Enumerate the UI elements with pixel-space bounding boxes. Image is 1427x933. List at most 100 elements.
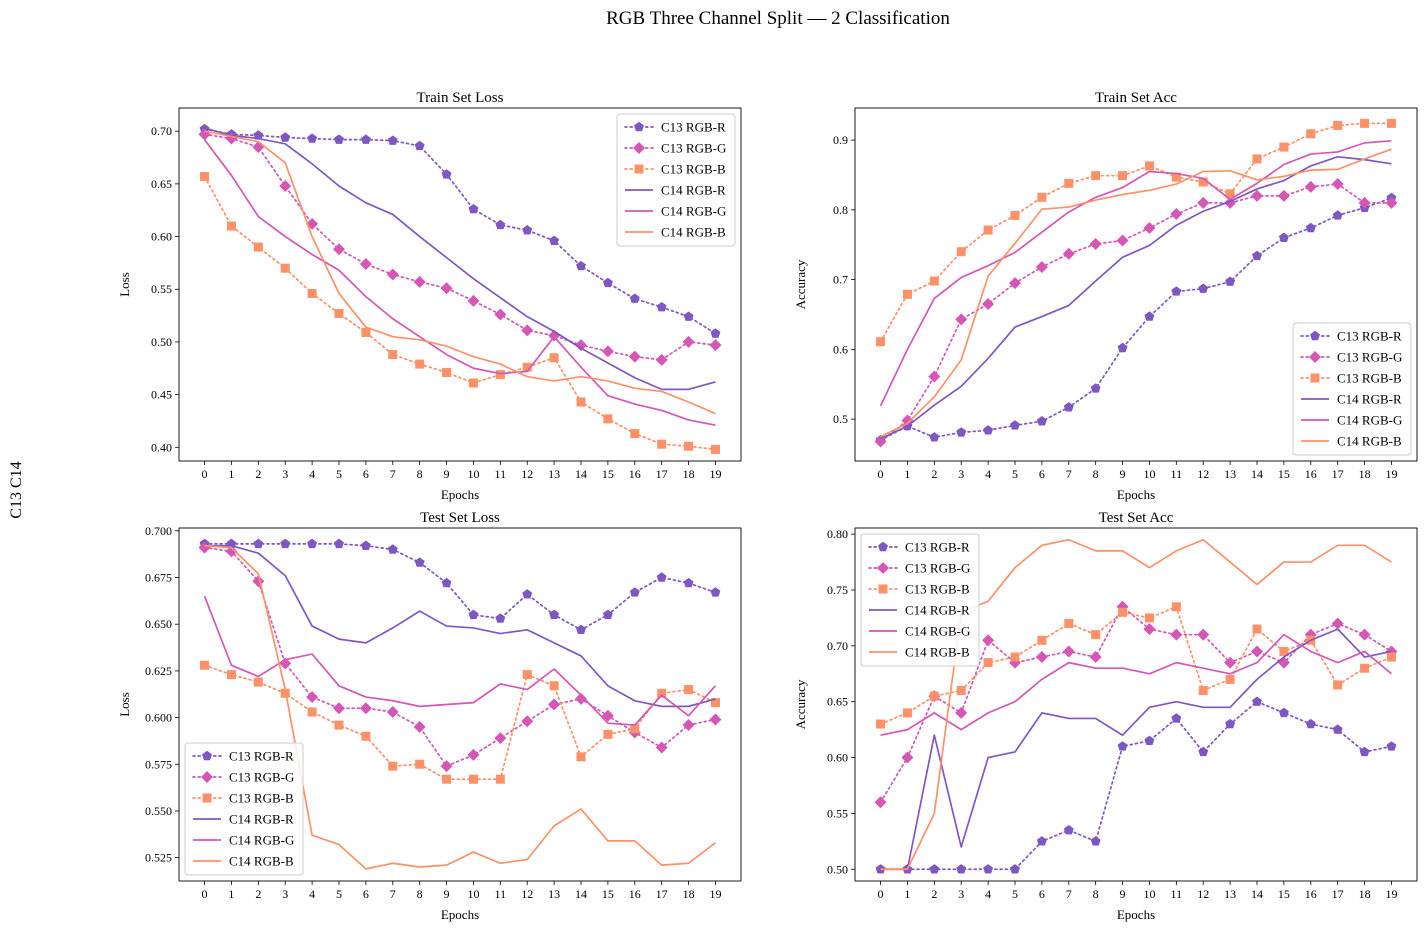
x-tick-label: 0 (202, 467, 208, 481)
data-point (929, 864, 940, 874)
legend: C13 RGB-R C13 RGB-G C13 RGB-B C14 RGB-R C14 … (860, 533, 980, 667)
data-point (684, 685, 694, 695)
series-line (203, 139, 716, 427)
y-tick-label: 0.70 (827, 639, 848, 653)
legend-entry: C14 RGB-G (193, 833, 294, 848)
data-point (655, 741, 668, 754)
data-point (709, 713, 722, 726)
plot-frame (178, 527, 742, 882)
data-point (1171, 172, 1181, 182)
x-tick-label: 8 (1093, 467, 1099, 481)
data-point (1333, 120, 1343, 130)
data-point (1089, 651, 1102, 664)
x-tick-label: 4 (309, 887, 315, 901)
data-point (576, 260, 586, 271)
data-point (710, 444, 720, 454)
x-tick-label: 13 (548, 467, 560, 481)
legend-entry: C13 RGB-R (624, 120, 726, 135)
data-point (307, 707, 317, 717)
series-c13-rgb-r (199, 538, 721, 634)
legend-label: C13 RGB-B (229, 791, 294, 806)
series-c13-rgb-r (875, 696, 1397, 874)
data-point (360, 540, 371, 550)
x-tick-label: 3 (282, 467, 288, 481)
data-point (1091, 171, 1101, 181)
data-point (602, 609, 613, 620)
data-point (1278, 232, 1289, 242)
data-point (360, 134, 371, 144)
data-point (522, 362, 532, 372)
x-tick-label: 6 (1039, 467, 1045, 481)
x-tick-label: 16 (629, 467, 641, 481)
legend: C13 RGB-R C13 RGB-G C13 RGB-B C14 RGB-R C14 … (616, 113, 736, 247)
y-tick-label: 0.55 (151, 282, 172, 296)
x-tick-label: 13 (1224, 467, 1236, 481)
data-point (415, 759, 425, 769)
data-point (956, 427, 967, 437)
x-tick-label: 10 (467, 887, 479, 901)
data-point (683, 577, 694, 588)
data-point (1198, 177, 1208, 187)
series-c14-rgb-r (204, 127, 716, 391)
data-point (1277, 189, 1290, 202)
data-point (1010, 210, 1020, 220)
series-c14-rgb-r (880, 155, 1392, 440)
x-tick-label: 17 (1332, 887, 1344, 901)
figure-side-label: C13 C14 (8, 461, 25, 518)
y-tick-label: 0.55 (827, 806, 848, 820)
data-point (1063, 402, 1074, 412)
legend-label: C14 RGB-B (661, 225, 726, 240)
data-point (1035, 651, 1048, 664)
data-point (709, 339, 722, 352)
x-axis-label: Epochs (1117, 907, 1155, 922)
data-point (1279, 142, 1289, 152)
data-point (279, 657, 292, 670)
data-point (388, 350, 398, 360)
data-point (657, 439, 667, 449)
data-point (200, 171, 210, 181)
series-line (879, 122, 1393, 343)
legend-entry: C13 RGB-R (1300, 329, 1402, 344)
data-point (1251, 189, 1264, 202)
data-point (521, 324, 534, 337)
data-point (1333, 680, 1343, 690)
data-point (549, 353, 559, 363)
legend-label: C13 RGB-R (1337, 329, 1402, 344)
series-line (204, 130, 716, 415)
data-point (1386, 118, 1396, 128)
y-axis-label: Accuracy (793, 679, 808, 729)
x-tick-label: 6 (363, 887, 369, 901)
data-point (983, 225, 993, 235)
data-point (414, 557, 425, 567)
series-line (203, 595, 717, 726)
data-point (1332, 210, 1343, 220)
data-point (1091, 630, 1101, 640)
y-tick-label: 0.75 (827, 583, 848, 597)
legend-label: C14 RGB-B (1337, 434, 1402, 449)
legend-entry: C13 RGB-B (868, 582, 970, 597)
legend-entry: C14 RGB-R (625, 183, 726, 198)
data-point (414, 140, 425, 151)
x-tick-label: 18 (683, 887, 695, 901)
data-point (1062, 247, 1075, 260)
data-point (603, 414, 613, 424)
data-point (307, 133, 318, 143)
y-tick-label: 0.40 (151, 440, 172, 454)
x-tick-label: 1 (904, 887, 910, 901)
data-point (1144, 613, 1154, 623)
data-point (413, 275, 426, 288)
data-point (359, 702, 372, 715)
plot-frame (854, 107, 1418, 462)
x-tick-label: 19 (1385, 887, 1397, 901)
legend-box (860, 533, 980, 667)
data-point (332, 243, 345, 256)
data-point (983, 864, 994, 874)
legend-label: C13 RGB-G (905, 561, 970, 576)
data-point (1170, 628, 1183, 641)
legend-entry: C13 RGB-G (868, 561, 970, 576)
data-point (683, 311, 694, 321)
data-point (387, 544, 398, 554)
x-tick-label: 11 (495, 887, 507, 901)
x-tick-label: 0 (878, 467, 884, 481)
legend-label: C14 RGB-G (661, 204, 726, 219)
